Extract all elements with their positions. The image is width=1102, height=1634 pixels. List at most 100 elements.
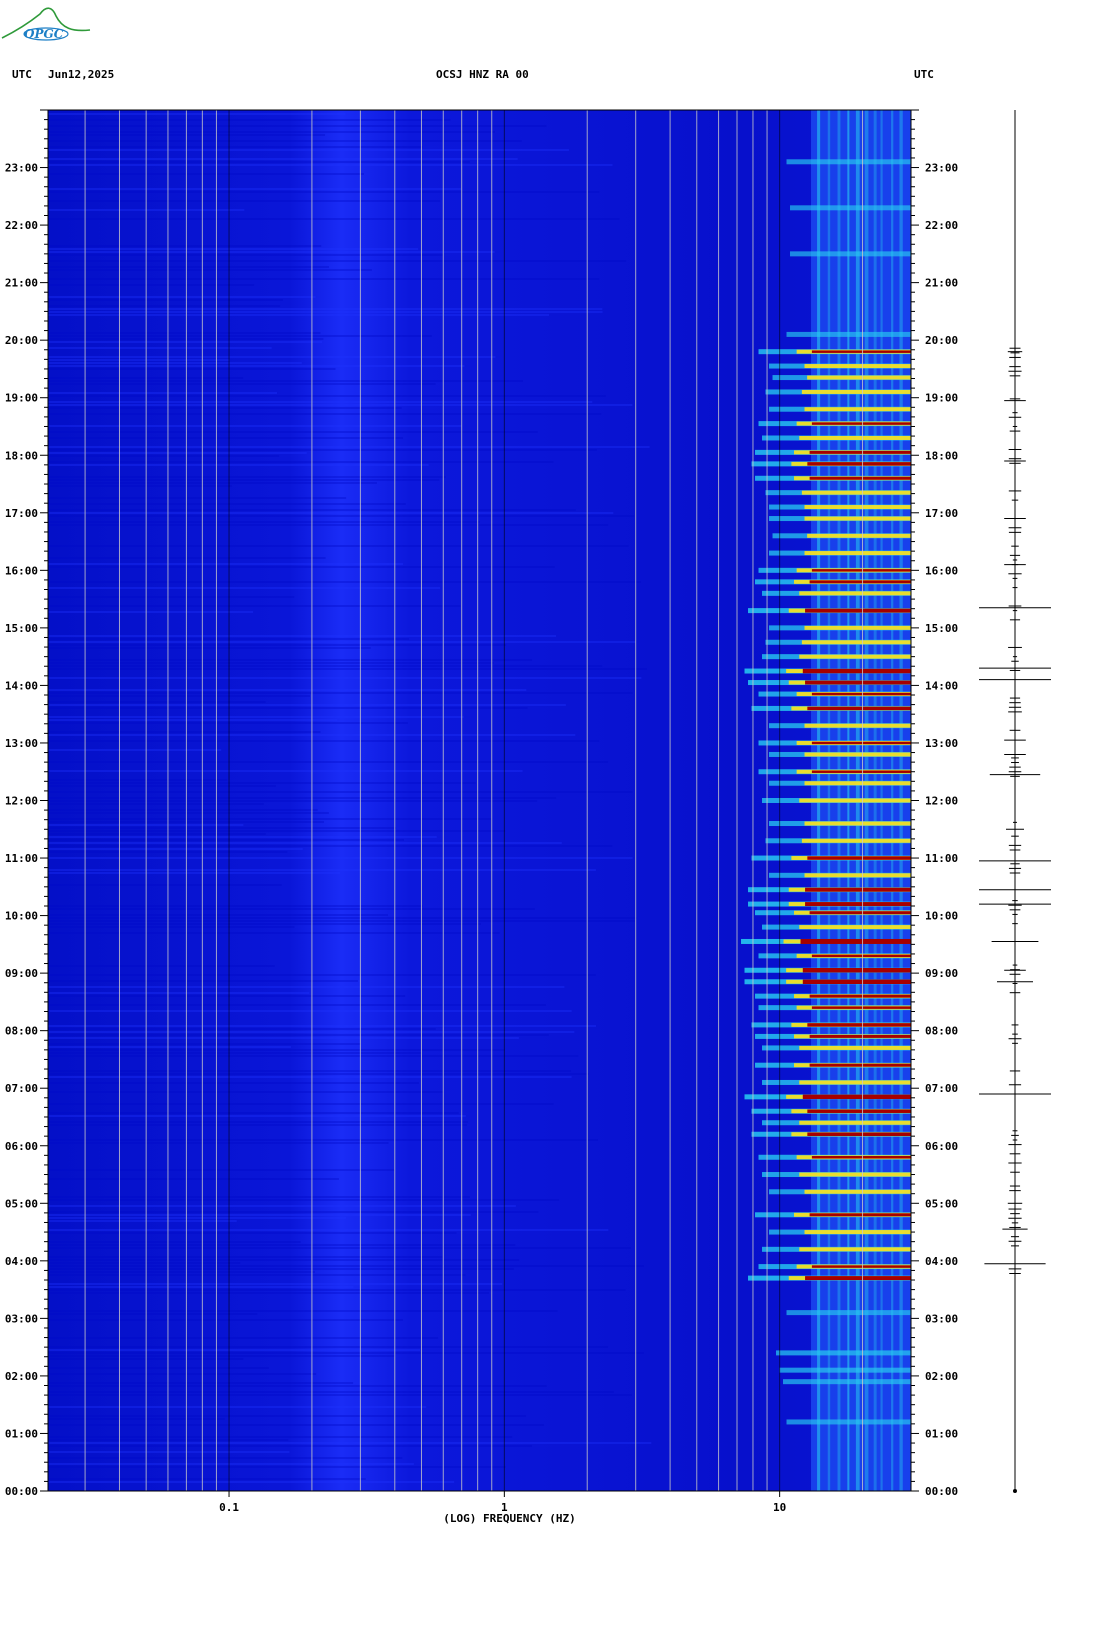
energy-row-peak	[799, 591, 911, 596]
energy-row-peak	[804, 516, 911, 521]
energy-row-peak	[804, 364, 911, 369]
background-band	[48, 563, 403, 565]
background-band	[48, 1049, 505, 1051]
y-tick-label-left: 23:00	[5, 162, 38, 175]
background-band	[48, 1349, 421, 1351]
background-band	[48, 1415, 527, 1417]
background-band	[48, 1286, 354, 1288]
background-band	[48, 677, 642, 679]
background-band	[48, 482, 377, 484]
background-band	[48, 1211, 539, 1213]
background-band	[48, 917, 638, 919]
background-band	[48, 380, 523, 382]
background-band	[48, 770, 523, 772]
background-band	[48, 1112, 459, 1114]
background-band	[48, 338, 324, 340]
energy-row	[779, 1367, 911, 1373]
background-band	[48, 392, 278, 394]
y-tick-label-right: 02:00	[925, 1370, 958, 1383]
background-band	[48, 455, 280, 457]
background-band	[48, 1442, 652, 1444]
background-band	[48, 395, 606, 397]
background-band	[48, 1352, 644, 1354]
background-band	[48, 689, 527, 691]
energy-row	[786, 331, 911, 337]
energy-row-peak	[804, 873, 911, 878]
background-band	[48, 1178, 339, 1180]
background-band	[48, 1463, 414, 1465]
header-station: OCSJ HNZ RA 00	[436, 68, 529, 81]
background-band	[48, 605, 461, 607]
background-band	[48, 779, 228, 781]
x-tick-label: 0.1	[219, 1501, 239, 1514]
background-band	[48, 731, 321, 733]
background-band	[48, 980, 358, 982]
background-band	[48, 1028, 436, 1030]
energy-row-max	[807, 1132, 911, 1136]
background-band	[48, 1244, 516, 1246]
y-tick-label-left: 07:00	[5, 1082, 38, 1095]
background-band	[48, 1394, 633, 1396]
y-tick-label-left: 06:00	[5, 1140, 38, 1153]
energy-row-max	[805, 680, 911, 685]
background-band	[48, 1169, 395, 1171]
y-tick-label-left: 19:00	[5, 392, 38, 405]
energy-row-max	[811, 954, 911, 958]
background-band	[48, 401, 593, 403]
energy-row	[776, 1350, 911, 1356]
background-band	[48, 857, 633, 859]
energy-row-peak	[804, 723, 911, 728]
background-band	[48, 884, 282, 886]
background-band	[48, 1262, 241, 1264]
energy-row-peak	[807, 375, 911, 380]
y-tick-label-right: 04:00	[925, 1255, 958, 1268]
background-band	[48, 1424, 544, 1426]
energy-row-max	[811, 692, 911, 696]
background-band	[48, 368, 336, 370]
energy-row-peak	[799, 925, 911, 930]
background-band	[48, 446, 650, 448]
background-band	[48, 974, 596, 976]
background-band	[48, 404, 633, 406]
background-band	[48, 1256, 443, 1258]
background-band	[48, 1418, 225, 1420]
background-band	[48, 1070, 571, 1072]
background-band	[48, 356, 496, 358]
y-tick-label-right: 16:00	[925, 564, 958, 577]
background-band	[48, 830, 506, 832]
seismic-trace	[979, 110, 1051, 1493]
background-band	[48, 251, 495, 253]
background-band	[48, 665, 603, 667]
background-band	[48, 566, 555, 568]
background-band	[48, 485, 232, 487]
header-date: Jun12,2025	[48, 68, 115, 81]
background-band	[48, 113, 346, 115]
background-band	[48, 659, 533, 661]
background-band	[48, 140, 522, 142]
y-tick-label-left: 14:00	[5, 679, 38, 692]
background-band	[48, 923, 481, 925]
background-band	[48, 809, 318, 811]
y-tick-label-left: 03:00	[5, 1312, 38, 1325]
background-band	[48, 1259, 520, 1261]
energy-row-max	[809, 1063, 911, 1067]
y-tick-label-left: 05:00	[5, 1197, 38, 1210]
background-band	[48, 464, 429, 466]
background-band	[48, 188, 462, 190]
energy-row-peak	[804, 781, 911, 786]
background-band	[48, 1268, 514, 1270]
background-band	[48, 296, 316, 298]
background-band	[48, 1319, 403, 1321]
background-band	[48, 248, 419, 250]
background-band	[48, 1196, 471, 1198]
background-band	[48, 452, 307, 454]
y-tick-label-left: 04:00	[5, 1255, 38, 1268]
background-band	[48, 311, 603, 313]
background-band	[48, 1289, 626, 1291]
energy-row-max	[805, 608, 911, 613]
background-band	[48, 722, 408, 724]
energy-row-peak	[801, 640, 911, 645]
y-tick-label-left: 22:00	[5, 219, 38, 232]
background-band	[48, 791, 633, 793]
